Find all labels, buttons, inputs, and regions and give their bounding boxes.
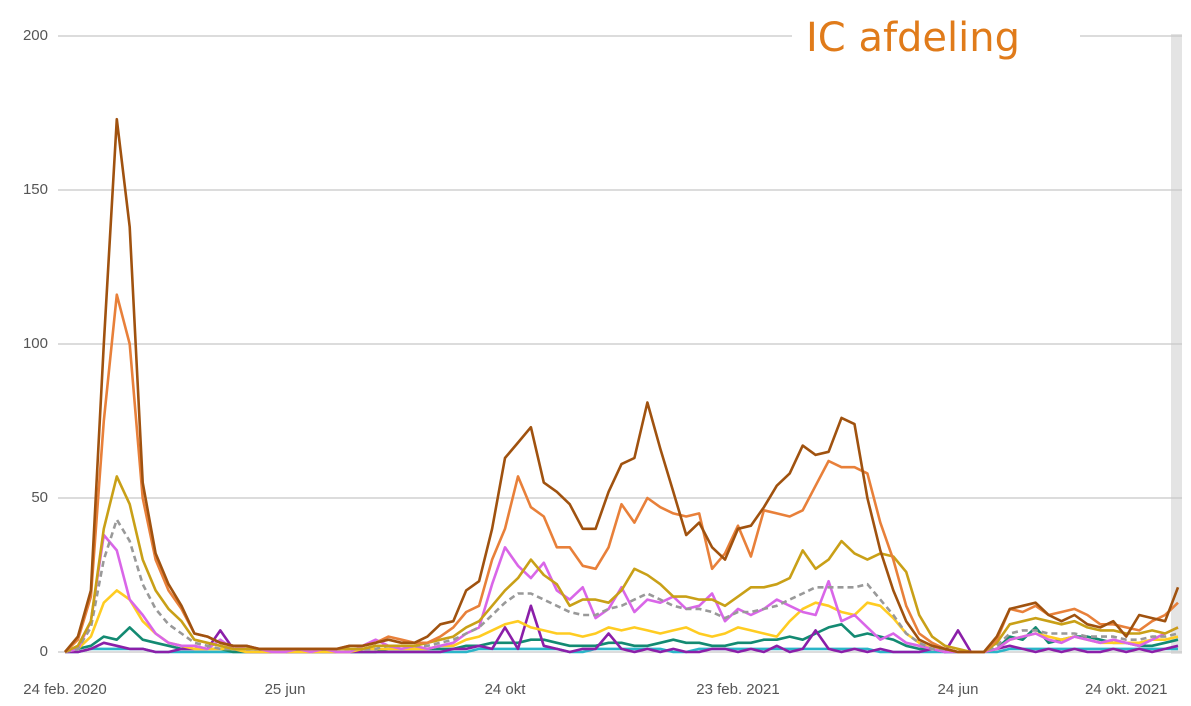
x-tick-label: 23 feb. 2021 [696,681,779,698]
y-tick-label: 200 [23,27,48,44]
series-line [64,293,1179,654]
y-tick-label: 100 [23,335,48,352]
series-line [64,533,1179,654]
series-line [64,475,1179,654]
x-tick-label: 24 feb. 2020 [23,681,106,698]
x-tick-label: 25 jun [265,681,306,698]
grid [58,35,1182,653]
x-tick-label: 24 okt. 2021 [1085,681,1168,698]
title-background [792,12,1080,68]
series-line [64,518,1179,654]
series-line [64,117,1180,654]
y-tick-label: 0 [40,643,48,660]
y-tick-label: 50 [31,489,48,506]
chart-title: IC afdeling [806,15,1020,61]
labels: 0 50 100 150 200 24 feb. 2020 25 jun 24 okt 23 f… [23,27,1168,698]
lines [64,117,1180,654]
y-tick-label: 150 [23,181,48,198]
x-tick-label: 24 okt [485,681,527,698]
x-tick-label: 24 jun [938,681,979,698]
